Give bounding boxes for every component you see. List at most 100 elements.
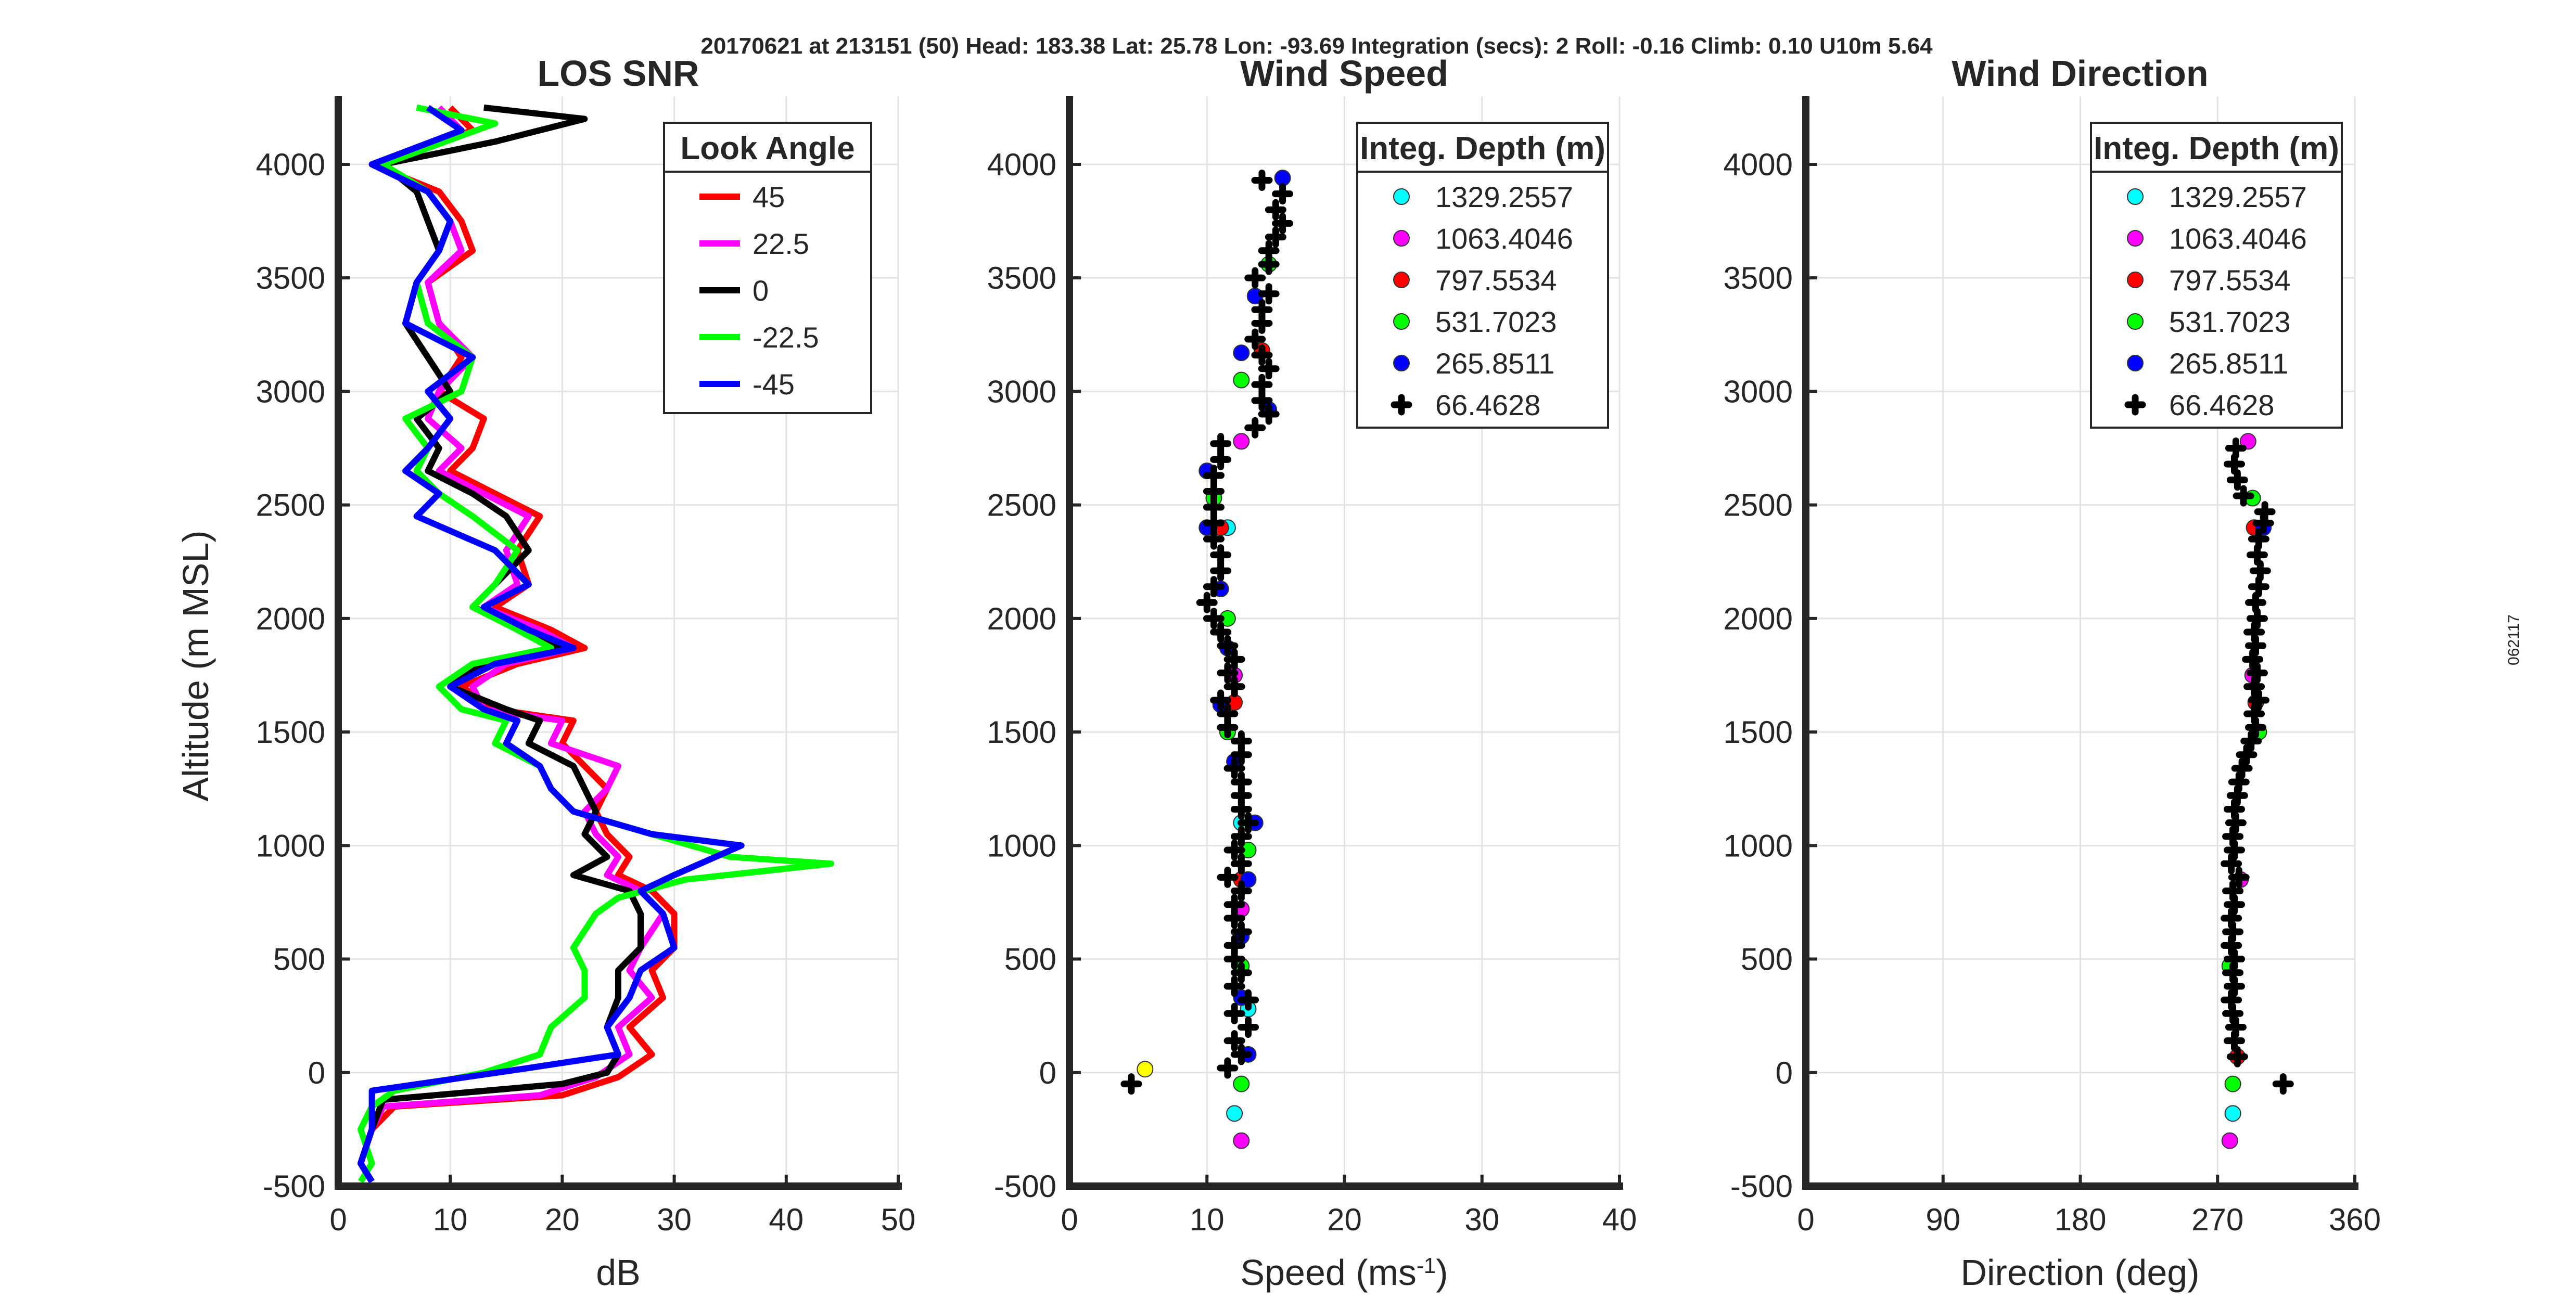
speed-xlabel-main: Speed (ms	[1240, 1252, 1416, 1293]
direction-x-tick-label: 180	[2054, 1202, 2106, 1237]
speed-x-tick-label: 0	[1061, 1202, 1078, 1237]
speed-y-tick-label: 2500	[987, 488, 1056, 523]
speed-y-tick-label: 0	[1039, 1056, 1056, 1090]
speed-point	[1217, 635, 1239, 657]
direction-y-tick-label: 1500	[1724, 715, 1793, 750]
speed-point	[1210, 544, 1232, 566]
speed-point	[1223, 1002, 1245, 1024]
speed-point	[1238, 812, 1259, 834]
speed-point	[1233, 371, 1250, 389]
direction-legend-swatch	[2127, 230, 2144, 247]
direction-y-tick-label: 500	[1741, 942, 1793, 977]
speed-point	[1223, 839, 1245, 861]
speed-point	[1230, 921, 1252, 943]
speed-legend-label: 531.7023	[1435, 305, 1557, 338]
speed-point	[1203, 528, 1225, 550]
speed-point	[1258, 358, 1280, 380]
direction-point	[2248, 689, 2269, 711]
figure-suptitle: 20170621 at 213151 (50) Head: 183.38 Lat…	[700, 33, 1933, 59]
speed-point	[1203, 496, 1225, 518]
speed-legend-label: 265.8511	[1435, 347, 1554, 380]
speed-point	[1258, 283, 1280, 305]
snr-xlabel: dB	[596, 1252, 641, 1293]
direction-x-tick-label: 90	[1925, 1202, 1960, 1237]
snr-y-tick-label: 2000	[256, 601, 325, 636]
speed-point	[1217, 703, 1239, 725]
speed-legend-label: 66.4628	[1435, 389, 1540, 421]
speed-point	[1223, 757, 1245, 779]
snr-y-tick-label: 4000	[256, 147, 325, 182]
snr-xlabel-main: dB	[596, 1252, 641, 1293]
direction-legend-swatch	[2127, 188, 2144, 205]
speed-point	[1120, 1073, 1142, 1095]
direction-point	[2254, 501, 2276, 523]
snr-y-tick-label: 3500	[256, 261, 325, 295]
direction-title: Wind Direction	[1952, 53, 2208, 94]
snr-x-tick-label: 40	[769, 1202, 804, 1237]
speed-point	[1230, 771, 1252, 793]
direction-point	[2246, 608, 2268, 629]
speed-point	[1244, 267, 1266, 289]
direction-legend-swatch	[2124, 394, 2146, 416]
speed-point	[1251, 344, 1273, 366]
direction-legend-swatch	[2127, 272, 2144, 288]
speed-legend-swatch	[1393, 230, 1410, 247]
speed-point	[1238, 989, 1259, 1011]
direction-point	[2272, 1073, 2294, 1095]
speed-point	[1272, 183, 1294, 205]
speed-point	[1210, 448, 1232, 470]
speed-point	[1210, 433, 1232, 455]
speed-xlabel: Speed (ms-1)	[1240, 1252, 1448, 1293]
snr-legend: Look Angle 45 22.5 0 -22.5 -45	[663, 122, 872, 414]
speed-point	[1203, 608, 1225, 629]
direction-point	[2228, 866, 2250, 888]
speed-xlabel-suffix: )	[1436, 1252, 1448, 1293]
direction-y-tick-label: 4000	[1724, 147, 1793, 182]
speed-point	[1210, 560, 1232, 582]
speed-point	[1223, 934, 1245, 956]
speed-point	[1203, 480, 1225, 502]
speed-y-tick-label: 1000	[987, 828, 1056, 863]
direction-x-tick-label: 360	[2329, 1202, 2381, 1237]
side-label: 062117	[2505, 614, 2522, 665]
snr-y-tick-label: 0	[308, 1056, 325, 1090]
snr-y-tick-label: -500	[263, 1169, 325, 1204]
speed-legend-swatch	[1393, 313, 1410, 330]
speed-point	[1210, 621, 1232, 643]
speed-legend-label: 1329.2557	[1435, 181, 1573, 213]
direction-point	[2221, 989, 2242, 1011]
speed-legend-swatch	[1393, 272, 1410, 288]
direction-legend: Integ. Depth (m) 1329.2557 1063.4046 797.55…	[2090, 122, 2343, 429]
snr-y-tick-label: 1000	[256, 828, 325, 863]
speed-point	[1233, 344, 1250, 362]
speed-point	[1230, 730, 1252, 752]
speed-point	[1223, 1030, 1245, 1052]
snr-y-tick-label: 1500	[256, 715, 325, 750]
speed-xlabel-sup: -1	[1417, 1253, 1436, 1278]
direction-point	[2245, 591, 2267, 613]
speed-y-tick-label: 3000	[987, 374, 1056, 409]
speed-point	[1196, 591, 1218, 613]
speed-point	[1244, 417, 1266, 439]
direction-legend-swatch	[2127, 355, 2144, 371]
direction-point	[2248, 576, 2269, 598]
speed-point	[1251, 169, 1273, 191]
direction-point	[2243, 676, 2265, 698]
speed-x-tick-label: 10	[1190, 1202, 1225, 1237]
speed-point	[1217, 662, 1239, 684]
speed-point	[1217, 1057, 1239, 1079]
direction-point	[2248, 528, 2269, 550]
direction-point	[2221, 907, 2242, 929]
speed-plot-area	[1120, 169, 1294, 1149]
direction-point	[2222, 880, 2244, 902]
direction-point	[2243, 703, 2265, 725]
speed-legend: Integ. Depth (m) 1329.2557 1063.4046 797.55…	[1356, 122, 1609, 429]
speed-point	[1272, 212, 1294, 234]
snr-x-tick-label: 30	[657, 1202, 692, 1237]
speed-legend-label: 1063.4046	[1435, 222, 1573, 255]
speed-point	[1223, 648, 1245, 670]
speed-point	[1233, 1075, 1250, 1092]
direction-point	[2226, 469, 2248, 491]
speed-point	[1210, 689, 1232, 711]
